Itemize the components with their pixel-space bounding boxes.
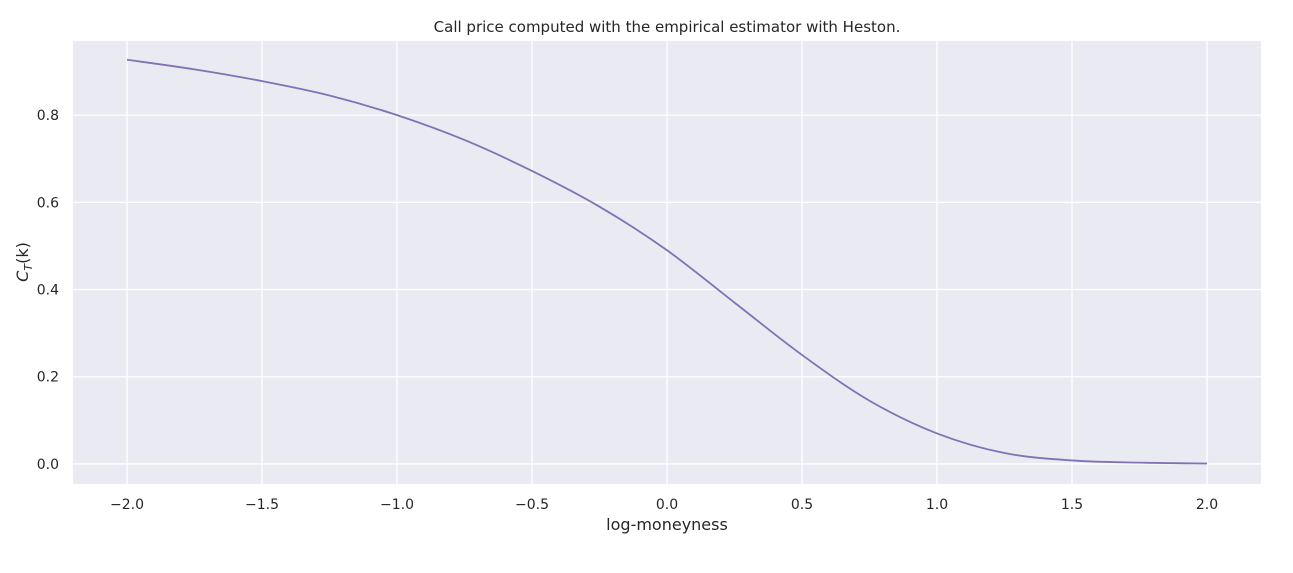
x-tick-label: 0.0: [656, 497, 678, 513]
x-tick-label: 1.0: [926, 497, 948, 513]
y-axis-label: CT(k): [13, 242, 35, 282]
x-tick-label: −1.5: [245, 497, 279, 513]
x-tick-label: 2.0: [1196, 497, 1218, 513]
y-axis-label-main: C: [13, 270, 32, 282]
y-tick-label: 0.2: [37, 370, 59, 386]
y-tick-label: 0.4: [37, 283, 59, 299]
y-tick-label: 0.8: [37, 108, 59, 124]
x-tick-label: −2.0: [110, 497, 144, 513]
series-layer: [126, 58, 1208, 465]
chart-title: Call price computed with the empirical e…: [434, 18, 901, 36]
y-tick-labels: 0.0 0.2 0.4 0.6 0.8: [37, 108, 59, 473]
x-tick-label: −1.0: [380, 497, 414, 513]
x-tick-label: −0.5: [515, 497, 549, 513]
y-tick-label: 0.6: [37, 195, 59, 211]
y-axis-label-sub: T: [22, 263, 35, 271]
x-axis-label: log-moneyness: [606, 515, 728, 534]
x-tick-label: 0.5: [791, 497, 813, 513]
x-tick-label: 1.5: [1061, 497, 1083, 513]
y-tick-label: 0.0: [37, 457, 59, 473]
series-line: [126, 58, 1208, 465]
y-axis-label-rest: (k): [13, 242, 32, 264]
x-tick-labels: −2.0 −1.5 −1.0 −0.5 0.0 0.5 1.0 1.5 2.0: [110, 497, 1218, 513]
